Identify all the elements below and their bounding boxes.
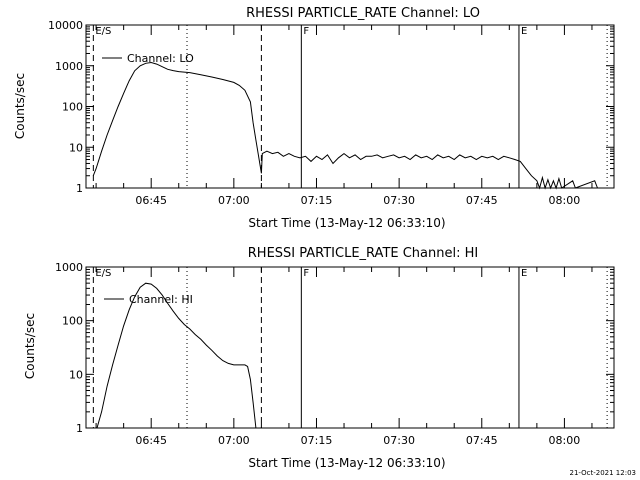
y-tick-label: 1 — [76, 422, 83, 435]
legend-entry: Channel: LO — [127, 52, 194, 65]
x-axis-label: Start Time (13-May-12 06:33:10) — [248, 216, 445, 230]
x-tick-label: 07:15 — [301, 194, 333, 207]
x-tick-label: 08:00 — [549, 434, 581, 447]
x-tick-label: 07:45 — [466, 194, 498, 207]
footer-timestamp: 21-Oct-2021 12:03 — [570, 469, 636, 477]
x-tick-label: 08:00 — [549, 194, 581, 207]
x-tick-label: 07:30 — [383, 194, 415, 207]
event-marker-label: E — [521, 26, 527, 37]
x-tick-label: 06:45 — [135, 434, 167, 447]
event-marker-label: F — [303, 268, 309, 279]
plot-frame — [85, 266, 615, 429]
y-tick-label: 10 — [69, 368, 83, 381]
event-marker-label: F — [303, 26, 309, 37]
y-tick-label: 10 — [69, 141, 83, 154]
y-tick-label: 1000 — [55, 60, 83, 73]
x-tick-label: 07:30 — [383, 434, 415, 447]
chart-title: RHESSI PARTICLE_RATE Channel: LO — [246, 6, 480, 21]
y-tick-label: 1000 — [55, 261, 83, 274]
x-tick-label: 06:45 — [135, 194, 167, 207]
legend: Channel: HI — [104, 293, 193, 306]
legend-entry: Channel: HI — [129, 293, 193, 306]
y-axis-label: Counts/sec — [23, 313, 37, 379]
event-marker-label: E/S — [95, 26, 111, 37]
y-tick-label: 100 — [62, 315, 83, 328]
x-axis-label: Start Time (13-May-12 06:33:10) — [248, 456, 445, 470]
y-axis-label: Counts/sec — [13, 73, 27, 139]
y-tick-label: 10000 — [48, 19, 83, 32]
y-tick-label: 1 — [76, 182, 83, 195]
chart-title: RHESSI PARTICLE_RATE Channel: HI — [248, 246, 478, 261]
series-line — [92, 61, 598, 190]
series-line — [96, 282, 257, 429]
event-marker-label: E — [521, 268, 527, 279]
panel-lo-channel: RHESSI PARTICLE_RATE Channel: LO Counts/… — [13, 6, 615, 230]
legend: Channel: LO — [102, 52, 194, 65]
event-marker-label: E/S — [95, 268, 111, 279]
panel-hi-channel: RHESSI PARTICLE_RATE Channel: HI Counts/… — [23, 246, 615, 470]
y-tick-label: 100 — [62, 101, 83, 114]
x-tick-label: 07:15 — [301, 434, 333, 447]
x-tick-label: 07:00 — [218, 434, 250, 447]
x-tick-label: 07:45 — [466, 434, 498, 447]
x-tick-label: 07:00 — [218, 194, 250, 207]
